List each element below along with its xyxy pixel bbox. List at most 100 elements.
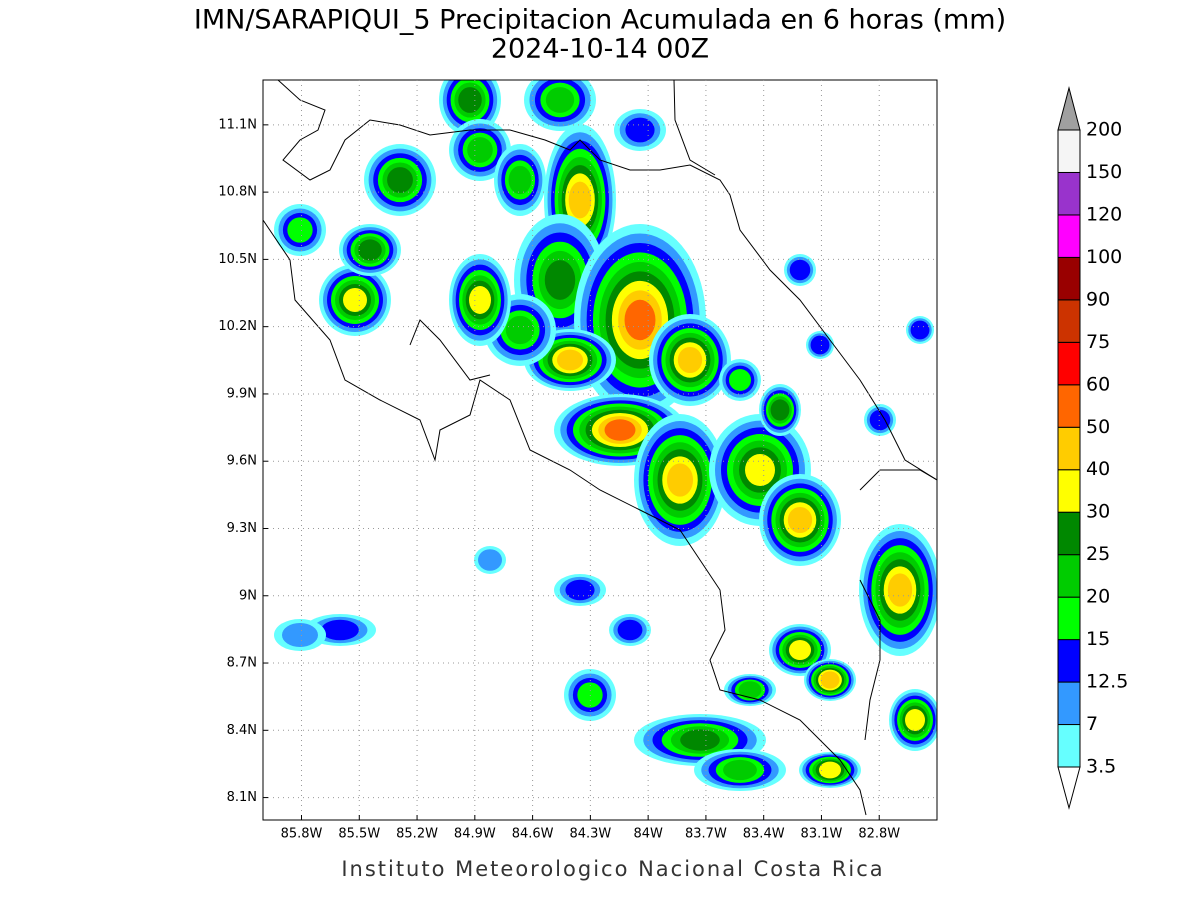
precip-contour [624, 299, 656, 341]
y-tick-label: 8.4N [227, 723, 257, 738]
precip-contour [467, 137, 493, 163]
colorbar-box [1057, 511, 1081, 556]
x-tick-label: 85.8W [281, 827, 323, 842]
y-tick-label: 8.7N [227, 656, 257, 671]
subtitle: 2024-10-14 00Z [491, 34, 709, 65]
colorbar-box [1057, 554, 1081, 598]
x-tick-label: 83.4W [743, 827, 785, 842]
precip-contour [565, 579, 595, 601]
precip-field [274, 80, 937, 791]
precip-contour [910, 320, 930, 340]
precip-contour [677, 346, 703, 374]
precip-contour [666, 463, 694, 497]
x-tick-label: 84.9W [454, 827, 496, 842]
x-tick-label: 84W [633, 827, 663, 842]
colorbar-box [1057, 171, 1081, 216]
colorbar-label: 15 [1086, 628, 1110, 650]
colorbar-label: 50 [1086, 416, 1110, 438]
colorbar-box [1057, 341, 1081, 386]
precip-contour [729, 369, 751, 391]
x-tick-label: 83.1W [801, 827, 843, 842]
colorbar-label: 40 [1086, 458, 1110, 480]
precip-contour [545, 87, 575, 113]
precip-contour [820, 671, 840, 689]
precip-contour [358, 239, 382, 261]
colorbar-label: 100 [1086, 246, 1122, 268]
precip-contour [770, 399, 790, 421]
y-tick-label: 8.1N [227, 790, 257, 805]
colorbar-box [1057, 724, 1081, 768]
colorbar-under [1057, 766, 1081, 810]
x-tick-label: 82.8W [858, 827, 900, 842]
colorbar-box [1057, 469, 1081, 513]
colorbar-label: 30 [1086, 501, 1110, 523]
precip-contour [343, 288, 367, 312]
precip-contour [789, 259, 811, 281]
x-tick-label: 83.7W [685, 827, 727, 842]
colorbar-label: 90 [1086, 288, 1110, 310]
colorbar-label: 150 [1086, 161, 1122, 183]
colorbar-label: 60 [1086, 373, 1110, 395]
precip-contour [617, 619, 643, 641]
colorbar-box [1057, 596, 1081, 641]
map-frame [262, 79, 938, 821]
colorbar-box [1057, 384, 1081, 428]
colorbar-box [1057, 214, 1081, 258]
y-tick-label: 9.3N [227, 521, 257, 536]
precip-contour [458, 87, 482, 113]
colorbar-label: 20 [1086, 586, 1110, 608]
precip-contour [387, 167, 413, 193]
precip-contour [738, 681, 762, 699]
x-tick-label: 84.6W [512, 827, 554, 842]
precip-contour [869, 409, 891, 431]
precip-contour [604, 419, 636, 441]
y-tick-label: 9.9N [227, 386, 257, 401]
colorbar-label: 12.5 [1086, 671, 1128, 693]
precip-contour [505, 315, 535, 345]
precip-contour [787, 506, 813, 534]
colorbar-box [1057, 129, 1081, 173]
title: IMN/SARAPIQUI_5 Precipitacion Acumulada … [194, 5, 1006, 36]
colorbar-box [1057, 299, 1081, 343]
precip-contour [321, 619, 359, 641]
precip-contour [556, 349, 584, 371]
precip-contour [478, 549, 502, 571]
x-tick-label: 85.2W [396, 827, 438, 842]
precip-contour [789, 640, 811, 660]
precip-contour [544, 260, 576, 300]
colorbar-box [1057, 639, 1081, 683]
y-tick-label: 11.1N [218, 117, 257, 132]
colorbar-label: 75 [1086, 331, 1110, 353]
precip-contour [680, 729, 720, 751]
precip-contour [887, 573, 913, 607]
y-tick-label: 9N [239, 588, 257, 603]
colorbar-label: 25 [1086, 543, 1110, 565]
y-tick-label: 10.5N [218, 252, 257, 267]
y-tick-label: 9.6N [227, 454, 257, 469]
precip-contour [745, 454, 775, 486]
colorbar-box [1057, 426, 1081, 471]
y-tick-label: 10.2N [218, 319, 257, 334]
colorbar-label: 120 [1086, 203, 1122, 225]
precip-contour [723, 759, 757, 781]
x-tick-label: 85.5W [338, 827, 380, 842]
colorbar-label: 3.5 [1086, 756, 1116, 778]
precip-contour [819, 761, 841, 779]
precip-contour [469, 286, 491, 314]
colorbar-box [1057, 256, 1081, 301]
y-tick-label: 10.8N [218, 185, 257, 200]
precip-contour [568, 181, 592, 219]
colorbar-label: 7 [1086, 713, 1098, 735]
precip-contour [905, 709, 925, 731]
precip-contour [625, 117, 655, 143]
colorbar-over [1057, 86, 1081, 131]
coastline [263, 80, 937, 816]
colorbar-label: 200 [1086, 119, 1122, 141]
precip-contour [282, 623, 318, 647]
footer: Instituto Meteorologico Nacional Costa R… [341, 857, 884, 881]
precip-contour [508, 165, 532, 195]
colorbar-box [1057, 681, 1081, 726]
precip-contour [287, 217, 313, 243]
x-tick-label: 84.3W [569, 827, 611, 842]
